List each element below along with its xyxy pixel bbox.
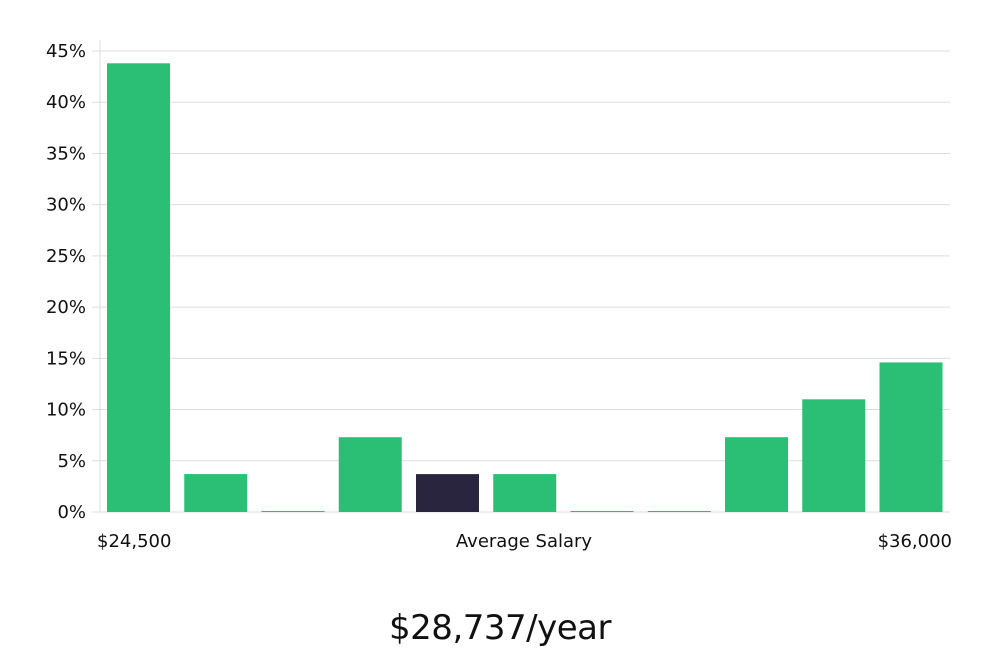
x-min-label: $24,500 <box>97 531 171 552</box>
x-center-label: Average Salary <box>456 531 593 552</box>
y-tick-label: 15% <box>46 348 86 369</box>
bars <box>107 63 943 512</box>
y-tick-label: 5% <box>57 451 86 472</box>
bar-highlight <box>416 474 479 512</box>
bar <box>107 63 170 512</box>
y-tick-label: 30% <box>46 195 86 216</box>
average-salary-value: $28,737/year <box>389 608 611 648</box>
y-tick-label: 25% <box>46 246 86 267</box>
bar <box>338 437 402 512</box>
y-tick-label: 10% <box>46 400 86 421</box>
bar <box>802 399 866 512</box>
y-axis-ticks: 0% 5% 10% 15% 20% 25% 30% 35% 40% 45% <box>46 41 86 523</box>
bar <box>570 510 634 512</box>
y-tick-label: 45% <box>46 41 86 62</box>
bar <box>493 474 557 512</box>
bar <box>184 474 248 512</box>
y-tick-label: 40% <box>46 92 86 113</box>
y-tick-label: 0% <box>57 502 86 523</box>
bar <box>879 362 943 512</box>
bar <box>261 510 325 512</box>
salary-distribution-chart: 0% 5% 10% 15% 20% 25% 30% 35% 40% 45% $24,500 Ave… <box>46 40 952 552</box>
bar <box>725 437 788 512</box>
bar <box>647 510 711 512</box>
y-tick-label: 20% <box>46 297 86 318</box>
x-max-label: $36,000 <box>878 531 952 552</box>
y-tick-label: 35% <box>46 143 86 164</box>
